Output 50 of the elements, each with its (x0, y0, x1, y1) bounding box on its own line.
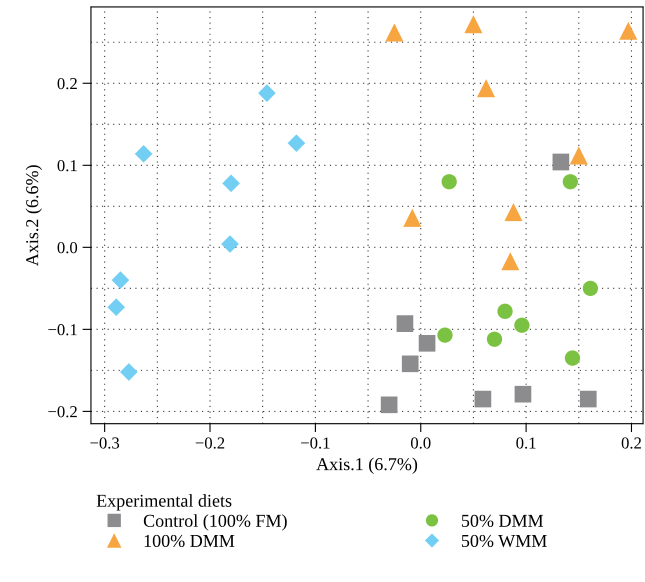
point (112, 271, 130, 289)
point (396, 315, 414, 332)
y-tick-label: −0.1 (48, 324, 77, 336)
point (474, 390, 492, 408)
x-axis-title: Axis.1 (6.7%) (316, 458, 418, 474)
point (464, 15, 482, 34)
point (486, 332, 502, 347)
point (514, 318, 530, 333)
y-axis-title: Axis.2 (6.6%) (26, 165, 42, 266)
point (258, 84, 276, 102)
point (288, 134, 306, 152)
y-tick-label: 0.2 (58, 78, 77, 90)
legend-label: Control (100% FM) (144, 514, 287, 531)
point (564, 350, 580, 366)
point (552, 154, 570, 170)
point (570, 146, 588, 164)
x-tick-label: −0.2 (196, 437, 224, 449)
point (222, 174, 240, 192)
point (580, 390, 597, 408)
point (221, 235, 239, 253)
point (437, 327, 453, 343)
x-tick-label: −0.3 (90, 437, 120, 449)
point (501, 252, 520, 270)
point (477, 79, 496, 98)
point (442, 174, 457, 190)
point (380, 396, 398, 414)
point (497, 304, 513, 319)
point (514, 386, 532, 402)
point (619, 22, 638, 40)
x-tick-label: 0.1 (516, 437, 536, 449)
point (107, 298, 126, 316)
x-tick-label: −0.1 (301, 437, 330, 449)
legend-title: Experimental diets (96, 494, 232, 510)
point (134, 144, 152, 163)
y-tick-label: 0.1 (58, 160, 77, 172)
point (562, 174, 578, 190)
point (120, 363, 138, 381)
point (582, 280, 598, 296)
legend-label: 50% DMM (462, 514, 544, 527)
point (385, 23, 404, 42)
legend-label: 50% WMM (462, 534, 547, 548)
point (402, 355, 419, 372)
y-tick-label: −0.2 (48, 406, 77, 418)
point (403, 208, 422, 227)
x-tick-label: 0.2 (622, 437, 641, 449)
point (504, 203, 522, 222)
x-tick-label: 0.0 (410, 437, 431, 449)
y-tick-label: 0.0 (58, 242, 78, 254)
point (418, 334, 436, 352)
legend-label: 100% DMM (144, 534, 234, 548)
